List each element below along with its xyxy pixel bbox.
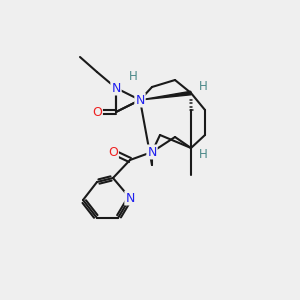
Text: H: H	[129, 70, 137, 83]
Text: N: N	[125, 191, 135, 205]
Text: O: O	[108, 146, 118, 158]
Text: N: N	[135, 94, 145, 106]
Polygon shape	[140, 91, 191, 100]
Text: H: H	[199, 148, 207, 160]
Text: H: H	[199, 80, 207, 92]
Text: N: N	[147, 146, 157, 158]
Text: O: O	[92, 106, 102, 118]
Text: N: N	[111, 82, 121, 94]
